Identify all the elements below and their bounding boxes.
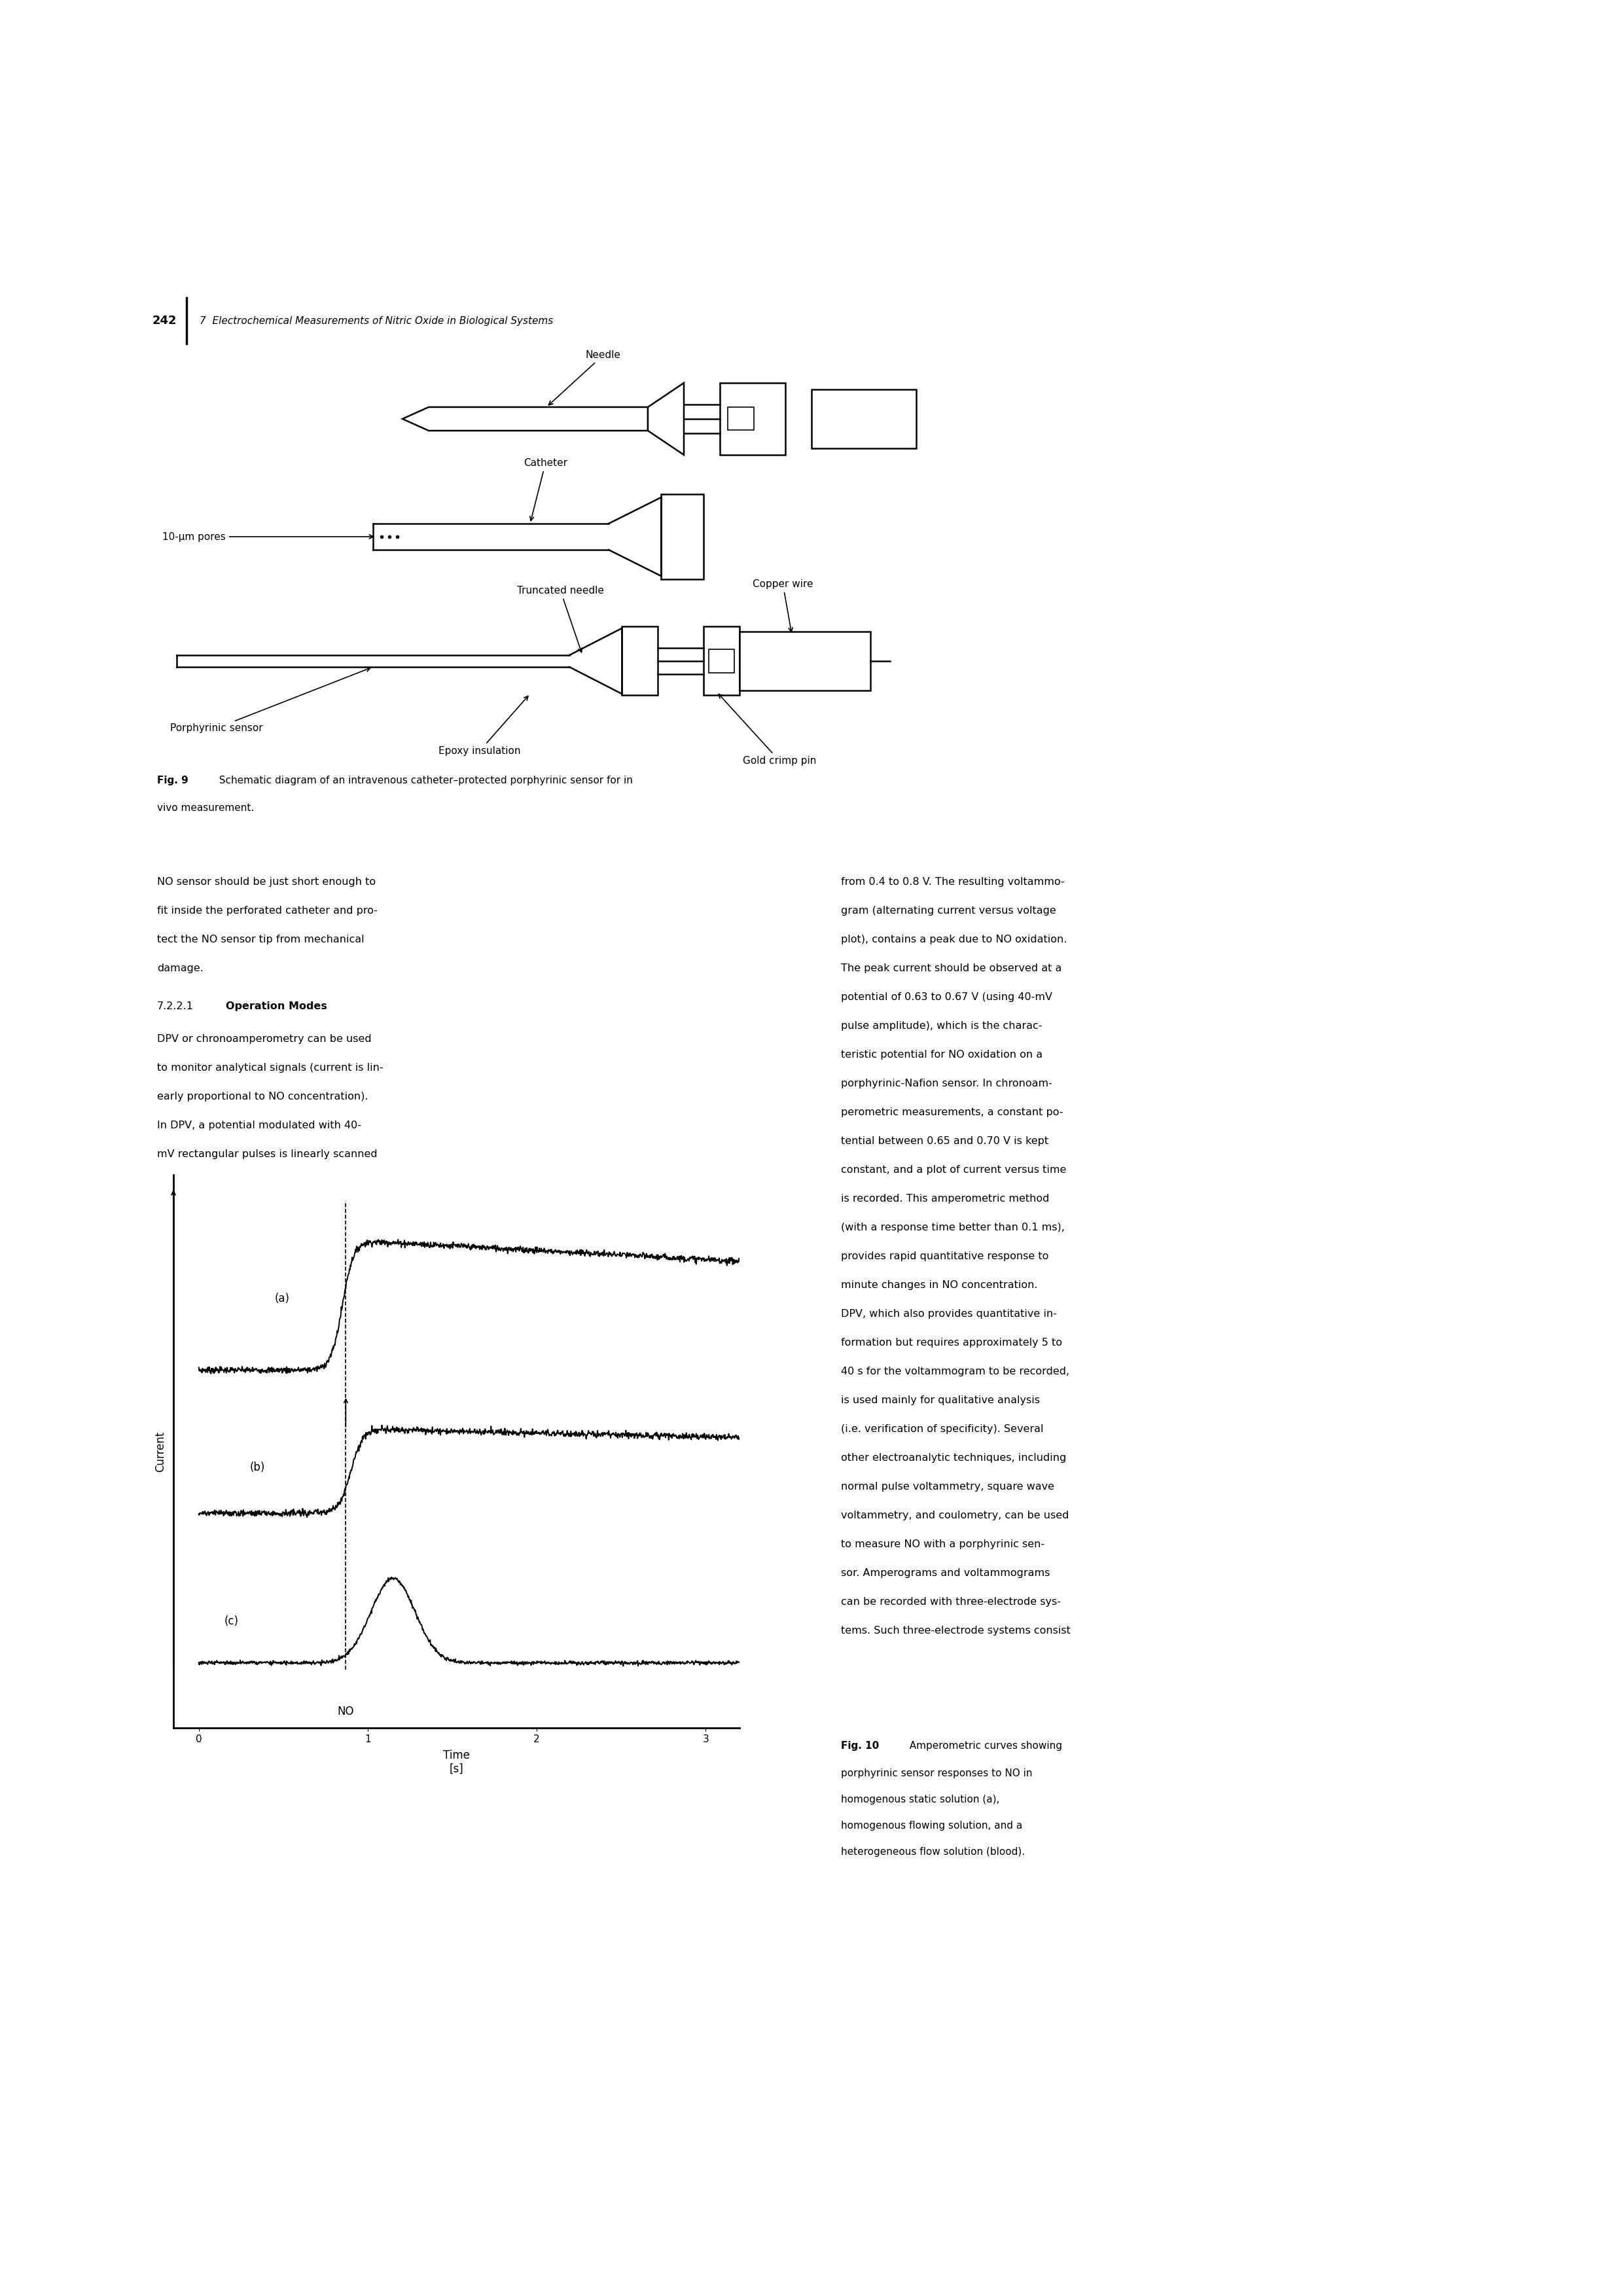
X-axis label: Time
[s]: Time [s] [443,1750,469,1775]
Text: Copper wire: Copper wire [753,579,813,631]
Text: The peak current should be observed at a: The peak current should be observed at a [841,964,1061,974]
Text: 40 s for the voltammogram to be recorded,: 40 s for the voltammogram to be recorded… [841,1366,1070,1375]
Text: Epoxy insulation: Epoxy insulation [438,696,527,755]
Text: is recorded. This amperometric method: is recorded. This amperometric method [841,1194,1050,1203]
Bar [661,494,703,579]
Text: 10-μm pores: 10-μm pores [162,533,373,542]
Text: can be recorded with three-electrode sys-: can be recorded with three-electrode sys… [841,1598,1061,1607]
Text: Amperometric curves showing: Amperometric curves showing [902,1740,1061,1752]
Text: early proportional to NO concentration).: early proportional to NO concentration). [157,1091,368,1102]
Text: (a): (a) [274,1293,291,1304]
Y-axis label: Current: Current [154,1430,166,1472]
Text: mV rectangular pulses is linearly scanned: mV rectangular pulses is linearly scanne… [157,1150,378,1159]
Bar [709,650,734,673]
Bar [622,627,657,696]
Text: perometric measurements, a constant po-: perometric measurements, a constant po- [841,1107,1063,1118]
Text: damage.: damage. [157,964,203,974]
Text: 7  Electrochemical Measurements of Nitric Oxide in Biological Systems: 7 Electrochemical Measurements of Nitric… [200,317,553,326]
Text: teristic potential for NO oxidation on a: teristic potential for NO oxidation on a [841,1049,1042,1061]
Text: NO: NO [338,1706,354,1717]
Text: pulse amplitude), which is the charac-: pulse amplitude), which is the charac- [841,1022,1042,1031]
Text: to measure NO with a porphyrinic sen-: to measure NO with a porphyrinic sen- [841,1538,1045,1550]
Text: is used mainly for qualitative analysis: is used mainly for qualitative analysis [841,1396,1040,1405]
Text: Truncated needle: Truncated needle [518,585,604,652]
Text: plot), contains a peak due to NO oxidation.: plot), contains a peak due to NO oxidati… [841,934,1066,944]
Text: Fig. 9: Fig. 9 [157,776,188,785]
Text: formation but requires approximately 5 to: formation but requires approximately 5 t… [841,1339,1061,1348]
Text: sor. Amperograms and voltammograms: sor. Amperograms and voltammograms [841,1568,1050,1577]
Text: 242: 242 [153,315,177,326]
Text: DPV or chronoamperometry can be used: DPV or chronoamperometry can be used [157,1033,372,1045]
Text: heterogeneous flow solution (blood).: heterogeneous flow solution (blood). [841,1846,1026,1857]
Text: 7.2.2.1: 7.2.2.1 [157,1001,193,1010]
Text: tect the NO sensor tip from mechanical: tect the NO sensor tip from mechanical [157,934,364,944]
Text: (b): (b) [250,1463,265,1474]
Text: constant, and a plot of current versus time: constant, and a plot of current versus t… [841,1164,1066,1176]
Text: porphyrinic sensor responses to NO in: porphyrinic sensor responses to NO in [841,1768,1032,1779]
Text: (c): (c) [224,1616,239,1628]
Text: minute changes in NO concentration.: minute changes in NO concentration. [841,1281,1037,1290]
Text: provides rapid quantitative response to: provides rapid quantitative response to [841,1251,1048,1261]
Text: tential between 0.65 and 0.70 V is kept: tential between 0.65 and 0.70 V is kept [841,1137,1048,1146]
Polygon shape [403,406,648,432]
Text: In DPV, a potential modulated with 40-: In DPV, a potential modulated with 40- [157,1120,362,1130]
Text: porphyrinic-Nafion sensor. In chronoam-: porphyrinic-Nafion sensor. In chronoam- [841,1079,1052,1088]
Bar [703,627,740,696]
Text: Catheter: Catheter [524,459,568,521]
Text: (with a response time better than 0.1 ms),: (with a response time better than 0.1 ms… [841,1221,1065,1233]
Bar [812,390,917,448]
Text: to monitor analytical signals (current is lin-: to monitor analytical signals (current i… [157,1063,383,1072]
Text: homogenous flowing solution, and a: homogenous flowing solution, and a [841,1821,1022,1830]
Text: tems. Such three-electrode systems consist: tems. Such three-electrode systems consi… [841,1626,1071,1635]
Text: Operation Modes: Operation Modes [226,1001,328,1010]
Text: Needle: Needle [549,351,622,404]
Bar [740,631,870,691]
Bar [721,383,786,455]
Text: DPV, which also provides quantitative in-: DPV, which also provides quantitative in… [841,1309,1057,1318]
Text: Schematic diagram of an intravenous catheter–protected porphyrinic sensor for in: Schematic diagram of an intravenous cath… [213,776,633,785]
Text: NO sensor should be just short enough to: NO sensor should be just short enough to [157,877,377,886]
Text: other electroanalytic techniques, including: other electroanalytic techniques, includ… [841,1453,1066,1463]
Bar [727,406,755,429]
Text: (i.e. verification of specificity). Several: (i.e. verification of specificity). Seve… [841,1424,1044,1435]
Text: Fig. 10: Fig. 10 [841,1740,880,1752]
Text: normal pulse voltammetry, square wave: normal pulse voltammetry, square wave [841,1481,1055,1492]
Text: potential of 0.63 to 0.67 V (using 40-mV: potential of 0.63 to 0.67 V (using 40-mV [841,992,1052,1001]
Text: voltammetry, and coulometry, can be used: voltammetry, and coulometry, can be used [841,1511,1070,1520]
Text: gram (alternating current versus voltage: gram (alternating current versus voltage [841,907,1057,916]
Text: Porphyrinic sensor: Porphyrinic sensor [170,668,370,732]
Text: from 0.4 to 0.8 V. The resulting voltammo-: from 0.4 to 0.8 V. The resulting voltamm… [841,877,1065,886]
Text: vivo measurement.: vivo measurement. [157,804,255,813]
Text: Gold crimp pin: Gold crimp pin [719,693,816,767]
Text: fit inside the perforated catheter and pro-: fit inside the perforated catheter and p… [157,907,378,916]
Polygon shape [648,383,683,455]
Text: homogenous static solution (a),: homogenous static solution (a), [841,1795,1000,1805]
